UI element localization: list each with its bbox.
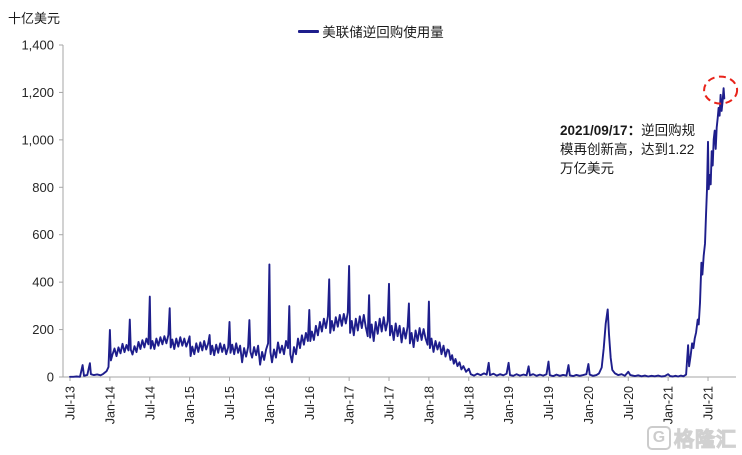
x-tick-label: Jul-13 (64, 386, 78, 420)
x-tick-label: Jan-19 (502, 386, 516, 424)
y-tick-label: 600 (32, 227, 54, 242)
y-tick-label: 1,000 (21, 132, 54, 147)
annotation-date: 2021/09/17： (560, 123, 642, 138)
x-tick-label: Jan-17 (343, 386, 357, 424)
y-tick-label: 200 (32, 322, 54, 337)
x-tick-label: Jan-20 (582, 386, 596, 424)
y-tick-label: 1,400 (21, 38, 54, 53)
x-tick-label: Jan-18 (422, 386, 436, 424)
y-tick-label: 0 (47, 370, 54, 385)
peak-highlight-ellipse (703, 75, 739, 105)
series-line (69, 87, 726, 378)
peak-annotation: 2021/09/17：逆回购规模再创新高，达到1.22万亿美元 (560, 121, 704, 178)
y-tick-label: 800 (32, 180, 54, 195)
y-axis-unit-label: 十亿美元 (8, 11, 61, 26)
x-tick-label: Jan-14 (103, 386, 117, 424)
y-tick-label: 1,200 (21, 85, 54, 100)
x-tick-label: Jul-17 (383, 386, 397, 420)
gelonghui-logo-text: 格隆汇 (674, 429, 737, 452)
gelonghui-watermark: G 格隆汇 (647, 423, 737, 452)
x-tick-label: Jul-15 (223, 386, 237, 420)
x-tick-label: Jan-15 (183, 386, 197, 424)
x-tick-label: Jan-21 (662, 386, 676, 424)
x-tick-label: Jul-16 (303, 386, 317, 420)
x-tick-label: Jul-20 (622, 386, 636, 420)
annotation-text: 逆回购规模再创新高，达到1.22万亿美元 (560, 123, 696, 176)
x-tick-label: Jan-16 (263, 386, 277, 424)
x-tick-label: Jul-14 (143, 386, 157, 420)
y-tick-label: 400 (32, 275, 54, 290)
x-tick-label: Jul-18 (462, 386, 476, 420)
x-tick-label: Jul-21 (702, 386, 716, 420)
x-tick-label: Jul-19 (542, 386, 556, 420)
gelonghui-logo-icon: G (647, 425, 671, 450)
